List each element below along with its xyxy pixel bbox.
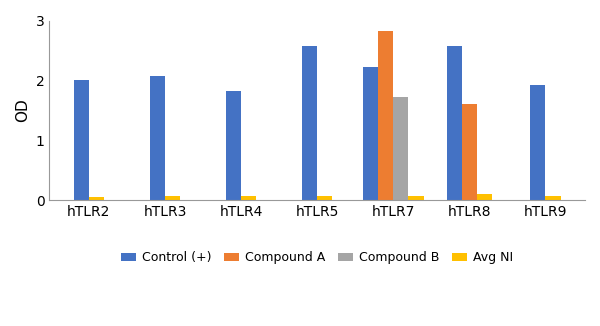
Bar (393, 97, 409, 200)
Y-axis label: OD: OD (15, 98, 30, 122)
Bar (409, 196, 424, 200)
Legend: Control (+), Compound A, Compound B, Avg NI: Control (+), Compound A, Compound B, Avg… (116, 246, 518, 269)
Bar (165, 196, 180, 200)
Bar (241, 196, 256, 200)
Bar (150, 76, 165, 200)
Bar (74, 81, 89, 200)
Bar (446, 46, 462, 200)
Bar (545, 196, 560, 200)
Bar (477, 194, 492, 200)
Bar (363, 67, 378, 200)
Bar (530, 85, 545, 200)
Bar (378, 31, 393, 200)
Bar (302, 46, 317, 200)
Bar (462, 104, 477, 200)
Bar (317, 196, 332, 200)
Bar (226, 91, 241, 200)
Bar (89, 198, 104, 200)
